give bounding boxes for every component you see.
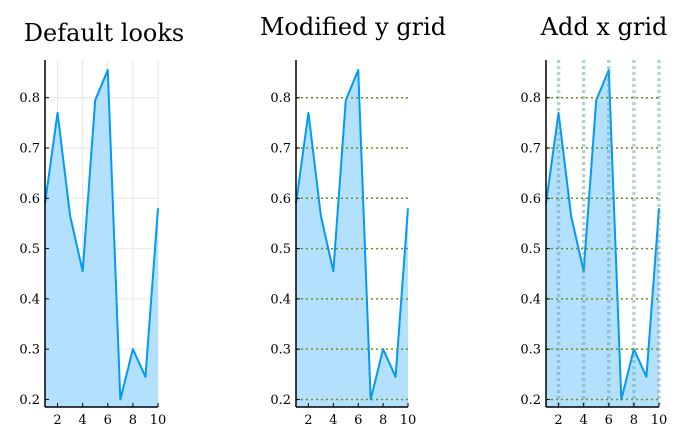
x-tick-label: 8 bbox=[630, 413, 638, 428]
x-tick-label: 2 bbox=[554, 413, 562, 428]
y-tick-label: 0.7 bbox=[19, 142, 40, 157]
series-line bbox=[295, 69, 409, 401]
x-tick-label: 4 bbox=[329, 413, 337, 428]
x-tick-label: 10 bbox=[651, 413, 668, 428]
series-area-fill bbox=[296, 70, 408, 407]
y-tick-label: 0.8 bbox=[19, 91, 40, 106]
x-tick-label: 4 bbox=[580, 413, 588, 428]
y-tick-label: 0.4 bbox=[520, 292, 541, 307]
x-tick-label: 6 bbox=[354, 413, 362, 428]
series-line bbox=[44, 69, 159, 401]
y-tick-label: 0.8 bbox=[520, 91, 541, 106]
panel-title: Default looks bbox=[24, 19, 184, 47]
x-tick-label: 6 bbox=[104, 413, 112, 428]
x-tick-label: 8 bbox=[379, 413, 387, 428]
panel-default-looks: Default looks 0.2 0.3 0.4 0.5 0.6 0.7 0.8 2 4 6 8 1… bbox=[19, 19, 184, 428]
x-tick-label: 2 bbox=[53, 413, 61, 428]
series-line bbox=[545, 69, 660, 401]
y-tick-label: 0.4 bbox=[270, 292, 291, 307]
series-area-fill bbox=[45, 70, 158, 407]
x-tick-label: 10 bbox=[400, 413, 417, 428]
panel-title: Add x grid bbox=[540, 13, 668, 41]
panel-title: Modified y grid bbox=[260, 13, 446, 41]
x-tick-label: 6 bbox=[605, 413, 613, 428]
y-tick-label: 0.2 bbox=[19, 393, 40, 408]
y-tick-label: 0.5 bbox=[270, 242, 291, 257]
y-tick-label: 0.3 bbox=[19, 343, 40, 358]
panel-add-x-grid: Add x grid 0.2 0.3 0.4 0.5 0.6 0.7 0.8 2 4 6 8 10 bbox=[520, 13, 667, 428]
y-tick-label: 0.3 bbox=[270, 343, 291, 358]
x-tick-label: 8 bbox=[129, 413, 137, 428]
panel-modified-y-grid: Modified y grid 0.2 0.3 0.4 0.5 0.6 0.7 0.8 2 4 6… bbox=[260, 13, 446, 428]
y-tick-label: 0.2 bbox=[520, 393, 541, 408]
x-tick-label: 2 bbox=[304, 413, 312, 428]
y-tick-label: 0.4 bbox=[19, 292, 40, 307]
y-tick-label: 0.6 bbox=[270, 192, 291, 207]
y-tick-label: 0.6 bbox=[520, 192, 541, 207]
y-tick-label: 0.7 bbox=[520, 142, 541, 157]
x-tick-label: 10 bbox=[150, 413, 167, 428]
y-tick-label: 0.7 bbox=[270, 142, 291, 157]
y-tick-label: 0.3 bbox=[520, 343, 541, 358]
series-area-fill bbox=[546, 70, 659, 407]
y-tick-label: 0.6 bbox=[19, 192, 40, 207]
y-tick-label: 0.5 bbox=[19, 242, 40, 257]
y-tick-label: 0.2 bbox=[270, 393, 291, 408]
y-tick-label: 0.8 bbox=[270, 91, 291, 106]
y-tick-label: 0.5 bbox=[520, 242, 541, 257]
x-tick-label: 4 bbox=[79, 413, 87, 428]
